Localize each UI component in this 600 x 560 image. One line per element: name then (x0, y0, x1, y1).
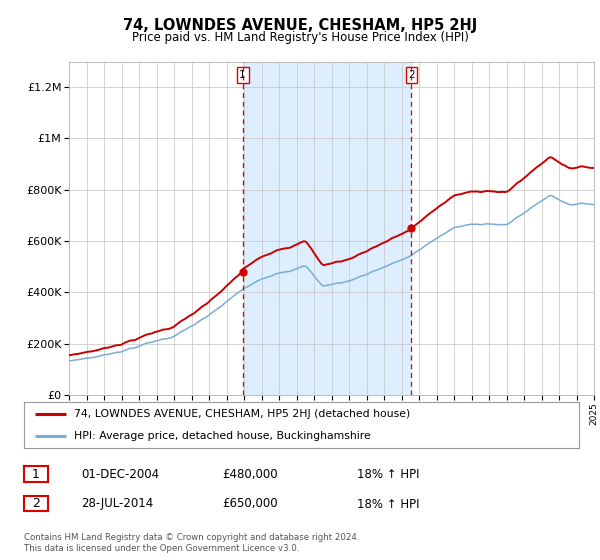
Text: 18% ↑ HPI: 18% ↑ HPI (357, 497, 419, 511)
Text: 28-JUL-2014: 28-JUL-2014 (81, 497, 153, 511)
Text: 74, LOWNDES AVENUE, CHESHAM, HP5 2HJ (detached house): 74, LOWNDES AVENUE, CHESHAM, HP5 2HJ (de… (74, 409, 410, 419)
Text: 2: 2 (408, 70, 415, 80)
Bar (242, 62, 412, 395)
Text: 74, LOWNDES AVENUE, CHESHAM, HP5 2HJ: 74, LOWNDES AVENUE, CHESHAM, HP5 2HJ (123, 18, 477, 33)
Text: 2: 2 (32, 497, 40, 510)
Text: 18% ↑ HPI: 18% ↑ HPI (357, 468, 419, 482)
Text: 1: 1 (239, 70, 246, 80)
Text: £650,000: £650,000 (222, 497, 278, 511)
Text: £480,000: £480,000 (222, 468, 278, 482)
Text: 1: 1 (32, 468, 40, 481)
Text: Price paid vs. HM Land Registry's House Price Index (HPI): Price paid vs. HM Land Registry's House … (131, 31, 469, 44)
Text: HPI: Average price, detached house, Buckinghamshire: HPI: Average price, detached house, Buck… (74, 431, 371, 441)
Text: Contains HM Land Registry data © Crown copyright and database right 2024.
This d: Contains HM Land Registry data © Crown c… (24, 533, 359, 553)
Text: 01-DEC-2004: 01-DEC-2004 (81, 468, 159, 482)
